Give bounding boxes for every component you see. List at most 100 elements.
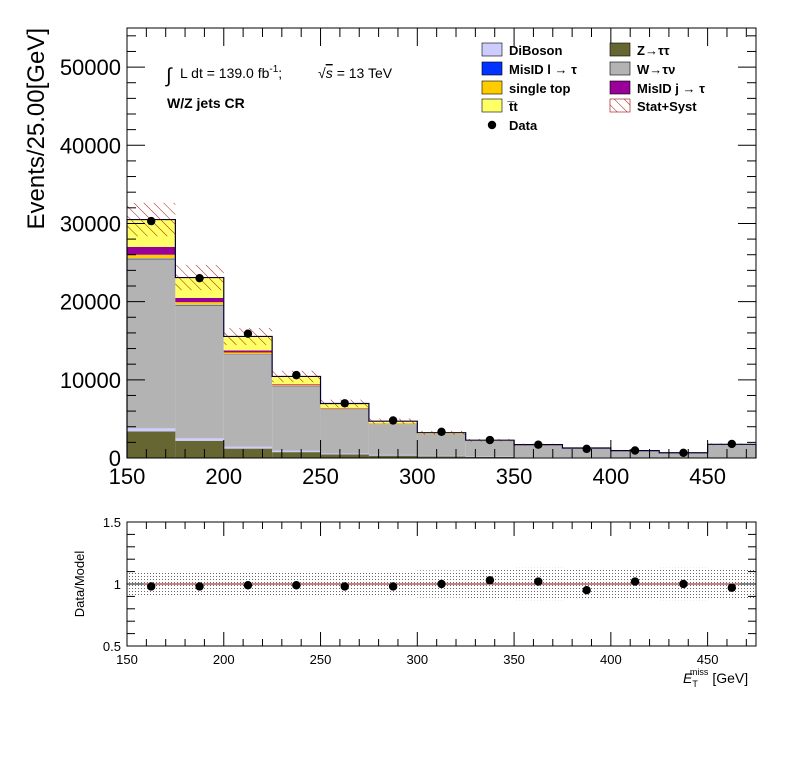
stack-bar-2-5 bbox=[368, 424, 418, 455]
data-point-8 bbox=[534, 440, 543, 449]
ratio-point-2 bbox=[243, 581, 253, 590]
stack-bar-4-3 bbox=[272, 385, 321, 387]
main-xtick-label-1: 200 bbox=[205, 464, 242, 489]
ratio-panel: 150 200 250 300 350 400 450 0.5 1 1.5 Data/Model… bbox=[72, 515, 757, 689]
main-axis-ticks bbox=[126, 28, 756, 459]
stack-bar-4-4 bbox=[320, 408, 369, 410]
main-y-tick-labels: 0 10000 20000 30000 40000 50000 bbox=[60, 55, 121, 471]
stack-bar-5-2 bbox=[223, 350, 273, 353]
ratio-point-4 bbox=[340, 582, 349, 591]
data-point-4 bbox=[340, 399, 349, 408]
legend-swatch-3 bbox=[609, 61, 631, 76]
ratio-point-5 bbox=[388, 582, 398, 591]
stack-bar-0-6 bbox=[417, 456, 466, 458]
ratio-points bbox=[146, 576, 737, 595]
ratio-point-7 bbox=[485, 576, 495, 585]
legend-swatch-4 bbox=[481, 80, 503, 95]
ratio-point-12 bbox=[727, 583, 737, 592]
main-ytick-label-4: 40000 bbox=[60, 133, 121, 158]
stack-bar-1-4 bbox=[320, 453, 369, 455]
sqrt-s-variable: s bbox=[326, 65, 333, 81]
data-point-2 bbox=[243, 329, 253, 338]
stack-bar-1-3 bbox=[272, 450, 321, 453]
data-points bbox=[146, 216, 737, 458]
data-point-12 bbox=[727, 439, 737, 449]
stack-bar-2-2 bbox=[223, 354, 273, 447]
data-point-5 bbox=[388, 416, 398, 425]
legend-label-6: t̅t bbox=[507, 99, 518, 114]
stack-bar-5-3 bbox=[272, 384, 321, 386]
legend-swatch-2 bbox=[481, 61, 503, 76]
main-xtick-label-6: 450 bbox=[689, 464, 726, 489]
ratio-xtick-label-6: 450 bbox=[697, 652, 719, 667]
stacked-histogram bbox=[126, 218, 757, 458]
stack-bar-3-0 bbox=[127, 258, 176, 260]
data-point-10 bbox=[630, 446, 640, 455]
data-point-11 bbox=[679, 448, 688, 458]
ratio-ytick-label-1: 1 bbox=[114, 577, 121, 592]
stack-bar-1-6 bbox=[417, 455, 466, 457]
main-ytick-label-5: 50000 bbox=[60, 55, 121, 80]
stack-bar-1-1 bbox=[175, 438, 224, 441]
lumi-separator: ; bbox=[278, 65, 282, 81]
stack-bar-4-1 bbox=[175, 302, 224, 305]
stack-bar-0-5 bbox=[368, 455, 418, 458]
ratio-x-tick-labels: 150 200 250 300 350 400 450 bbox=[116, 652, 718, 667]
legend-label-8: Data bbox=[509, 118, 538, 133]
stack-bar-0-7 bbox=[465, 456, 515, 458]
ratio-point-3 bbox=[292, 581, 301, 590]
ratio-point-8 bbox=[534, 577, 543, 586]
sqrt-s-text: √s = 13 TeV bbox=[318, 65, 393, 81]
ratio-ytick-label-0: 0.5 bbox=[103, 639, 121, 654]
ratio-xtick-label-5: 400 bbox=[600, 652, 622, 667]
sqrt-symbol: √ bbox=[318, 65, 326, 81]
stack-bar-5-0 bbox=[127, 246, 176, 255]
data-point-1 bbox=[195, 273, 204, 283]
stack-bar-2-3 bbox=[272, 386, 321, 451]
stack-bar-2-0 bbox=[127, 259, 176, 429]
main-ytick-label-1: 10000 bbox=[60, 368, 121, 393]
stack-bar-4-0 bbox=[127, 254, 176, 259]
legend-label-3: W→τν bbox=[637, 62, 675, 77]
ratio-point-0 bbox=[146, 582, 156, 591]
main-y-axis-label: Events/25.00[GeV] bbox=[23, 28, 50, 229]
legend-swatch-5 bbox=[609, 80, 631, 95]
main-histogram-panel: 150 200 250 300 350 400 450 0 10000 20000 30000 40… bbox=[23, 27, 757, 489]
region-label: W/Z jets CR bbox=[167, 95, 245, 111]
sqrt-s-value: = 13 TeV bbox=[337, 65, 393, 81]
x-axis-label: ETmiss [GeV] bbox=[683, 667, 748, 689]
legend-swatch-7 bbox=[609, 98, 631, 113]
x-axis-subscript: T bbox=[692, 679, 698, 689]
ratio-ytick-label-2: 1.5 bbox=[103, 515, 121, 530]
stack-bar-1-0 bbox=[127, 428, 176, 432]
lumi-text: L dt = 139.0 fb-1; bbox=[180, 64, 282, 81]
ratio-xtick-label-0: 150 bbox=[116, 652, 138, 667]
main-xtick-label-2: 250 bbox=[302, 464, 339, 489]
ratio-axis-ticks bbox=[126, 521, 756, 647]
lumi-value: L dt = 139.0 fb bbox=[180, 65, 270, 81]
main-xtick-label-5: 400 bbox=[592, 464, 629, 489]
legend-label-4: single top bbox=[509, 81, 570, 96]
main-ytick-label-3: 30000 bbox=[60, 211, 121, 236]
legend-swatch-8 bbox=[487, 120, 497, 130]
ratio-xtick-label-2: 250 bbox=[310, 652, 332, 667]
ratio-y-axis-label: Data/Model bbox=[72, 551, 87, 618]
main-xtick-label-4: 350 bbox=[496, 464, 533, 489]
ratio-xtick-label-4: 350 bbox=[503, 652, 525, 667]
legend-label-2: MisID l → τ bbox=[509, 62, 577, 77]
legend: DiBoson Z→ττ MisID l → τ W→τν single top MisI… bbox=[481, 42, 705, 133]
legend-swatch-0 bbox=[481, 42, 503, 57]
stack-bar-2-12 bbox=[707, 444, 756, 458]
stack-bar-2-7 bbox=[465, 441, 515, 457]
legend-label-5: MisID j → τ bbox=[637, 81, 705, 96]
legend-swatch-6 bbox=[481, 98, 503, 113]
main-frame bbox=[126, 27, 757, 459]
data-point-3 bbox=[292, 370, 301, 380]
stack-bar-4-2 bbox=[223, 352, 273, 355]
integral-sign: ∫ bbox=[165, 65, 173, 87]
x-axis-symbol: E bbox=[683, 670, 693, 686]
stack-bar-2-1 bbox=[175, 305, 224, 439]
stack-bar-0-3 bbox=[272, 452, 321, 458]
stack-bar-2-6 bbox=[417, 434, 466, 456]
